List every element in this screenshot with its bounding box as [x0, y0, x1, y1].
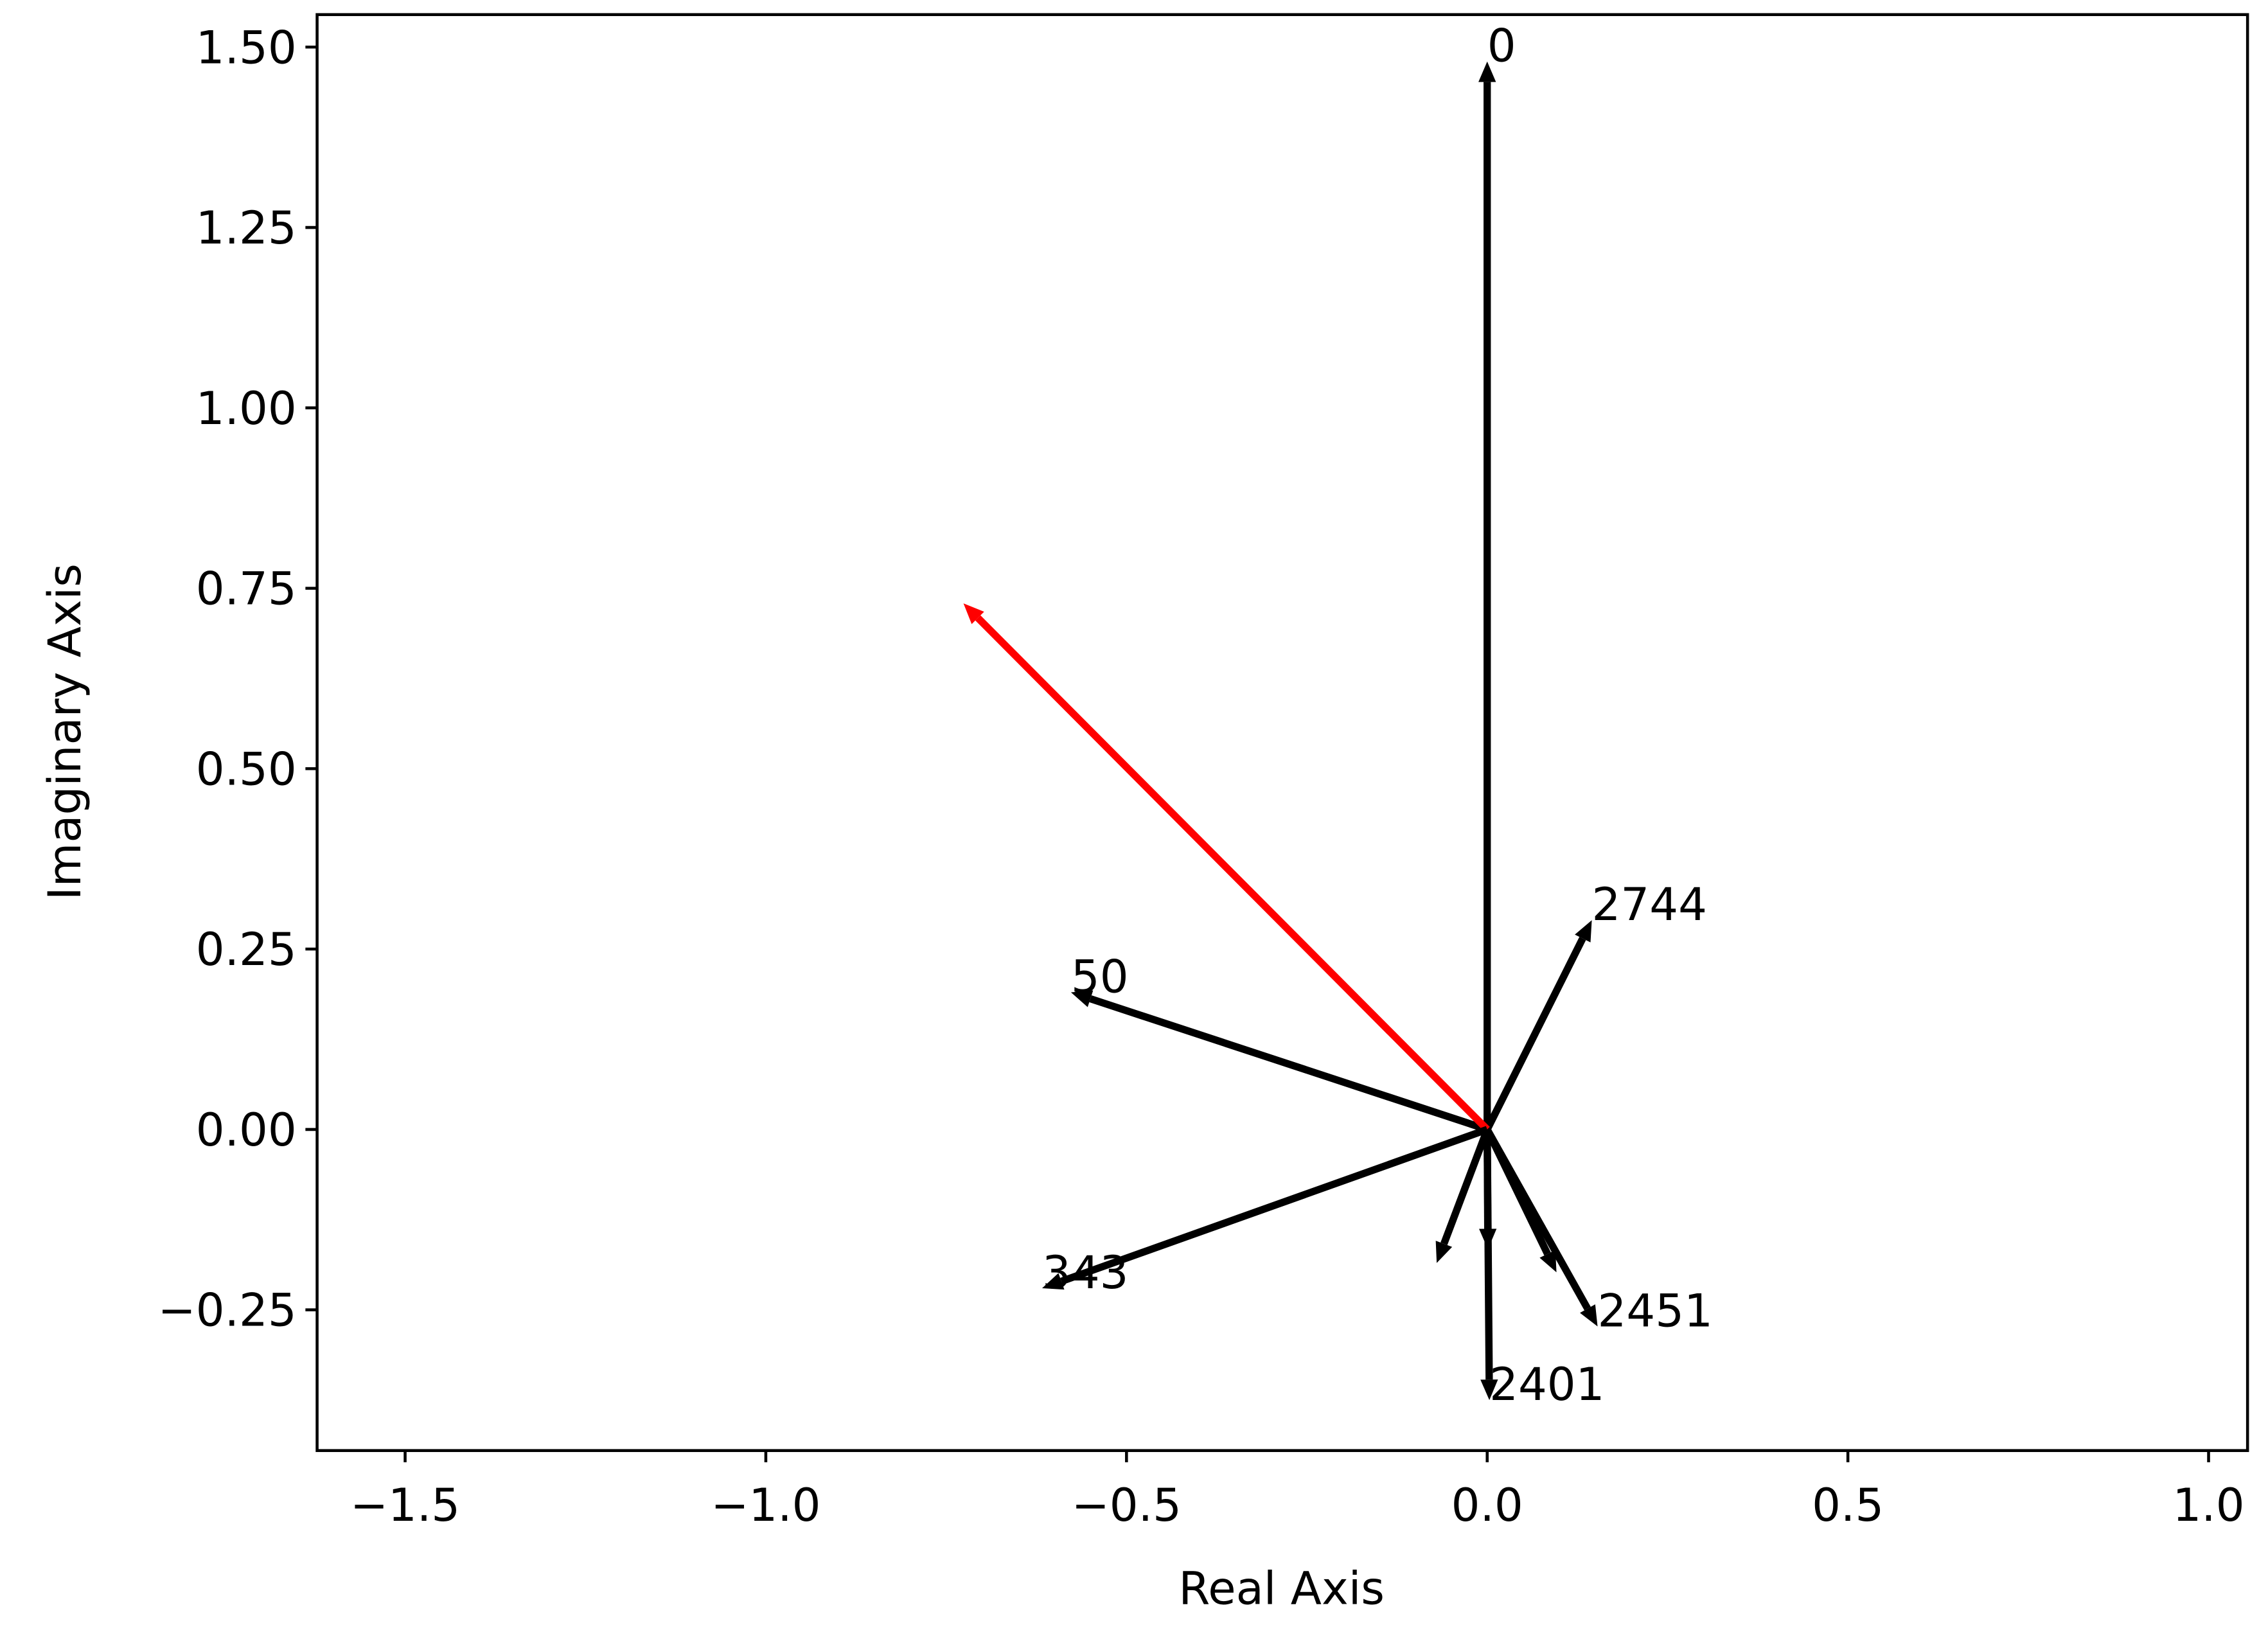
vector-label: 2451	[1598, 1285, 1713, 1338]
vector-shaft	[1060, 1126, 1489, 1285]
vector-shaft	[975, 615, 1490, 1132]
vector-label: 50	[1071, 951, 1129, 1004]
x-tick-label: −1.5	[350, 1479, 460, 1532]
y-tick-label: −0.25	[158, 1284, 297, 1337]
vector-head	[1478, 61, 1496, 82]
vector-head	[1479, 1228, 1497, 1250]
vector	[1070, 990, 1489, 1133]
y-tick-label: 0.25	[196, 923, 297, 976]
x-tick-label: −0.5	[1072, 1479, 1182, 1532]
x-axis-label: Real Axis	[1178, 1562, 1385, 1615]
y-tick-label: 0.00	[196, 1104, 297, 1156]
vector-shaft	[1484, 1128, 1551, 1256]
vector-shaft	[1484, 1129, 1492, 1229]
vector-head	[1480, 1379, 1498, 1401]
vector-head	[1070, 990, 1094, 1007]
y-tick-label: 0.50	[196, 743, 297, 795]
vector-label: 343	[1042, 1246, 1129, 1299]
x-tick-label: 0.5	[1812, 1479, 1884, 1532]
vector	[1484, 1128, 1557, 1273]
x-tick-label: −1.0	[711, 1479, 820, 1532]
vector-head	[1041, 1273, 1065, 1290]
vector-shaft	[1440, 1128, 1491, 1245]
y-axis-label: Imaginary Axis	[39, 563, 91, 900]
vector	[1479, 1129, 1497, 1250]
vector-shaft	[1089, 995, 1489, 1133]
plot-frame	[315, 13, 2249, 1452]
vector-label: 2744	[1592, 878, 1707, 931]
x-tick-label: 1.0	[2172, 1479, 2244, 1532]
vector-head	[1575, 920, 1592, 943]
y-tick-label: 1.00	[196, 382, 297, 435]
y-tick-label: 0.75	[196, 563, 297, 616]
vector-head	[963, 603, 984, 625]
y-tick-label: 1.25	[196, 202, 297, 254]
vector-head	[1580, 1304, 1598, 1327]
vector-label: 0	[1487, 20, 1516, 73]
vector-head	[1435, 1241, 1453, 1263]
vector	[1484, 920, 1592, 1131]
x-tick-label: 0.0	[1451, 1479, 1523, 1532]
vector-head	[1539, 1250, 1557, 1273]
vector	[1435, 1128, 1491, 1263]
vector-label: 2401	[1489, 1358, 1604, 1411]
vector	[1478, 61, 1496, 1130]
vector-shaft	[1484, 937, 1586, 1131]
y-tick-label: 1.50	[196, 21, 297, 74]
vector	[1041, 1126, 1489, 1290]
vector	[963, 603, 1490, 1132]
